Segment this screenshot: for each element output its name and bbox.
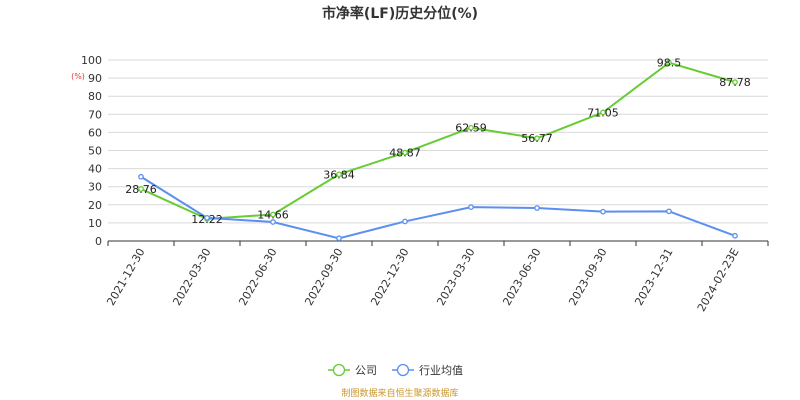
data-point xyxy=(666,59,672,66)
x-tick-label: 2022-06-30 xyxy=(236,246,279,308)
data-point xyxy=(732,232,738,239)
data-label: 12.22 xyxy=(191,213,223,226)
grid-lines xyxy=(108,59,768,224)
x-tick-label: 2022-09-30 xyxy=(302,246,345,308)
y-tick-label: 100 xyxy=(81,54,102,67)
legend-item-industry[interactable]: 行业均值 xyxy=(392,363,463,377)
y-tick-label: 50 xyxy=(88,145,102,158)
x-tick-label: 2024-02-23E xyxy=(695,246,742,314)
axes: 0 10 20 30 40 50 60 70 80 90 100 2021-12-30 2022-03-… xyxy=(81,54,769,314)
data-label: 87.78 xyxy=(719,76,751,89)
data-label: 62.59 xyxy=(455,122,487,135)
x-tick-label: 2023-06-30 xyxy=(500,246,543,308)
chart-title: 市净率(LF)历史分位(%) xyxy=(322,5,478,22)
data-point xyxy=(600,208,606,215)
data-point xyxy=(732,79,738,85)
data-point xyxy=(270,211,276,218)
data-label: 98.5 xyxy=(657,57,682,70)
y-tick-label: 80 xyxy=(88,90,102,103)
legend-marker xyxy=(396,363,410,377)
x-tick-label: 2023-03-30 xyxy=(434,246,477,308)
series-line-company xyxy=(140,61,736,220)
data-point xyxy=(138,173,144,180)
data-point xyxy=(138,186,144,192)
x-tick-label: 2023-09-30 xyxy=(566,246,609,308)
data-label: 71.05 xyxy=(587,106,619,119)
x-tick-label: 2022-12-30 xyxy=(368,246,411,308)
data-point xyxy=(336,235,342,242)
x-tick-label: 2021-12-30 xyxy=(104,246,147,308)
data-point xyxy=(402,218,408,225)
data-source-note: 制图数据来自恒生聚源数据库 xyxy=(341,387,458,399)
y-tick-label: 20 xyxy=(88,199,102,212)
y-tick-label: 90 xyxy=(88,72,102,85)
y-tick-label: 70 xyxy=(88,108,102,121)
data-point xyxy=(468,204,474,211)
data-point xyxy=(534,205,540,211)
data-point xyxy=(600,109,606,116)
data-point xyxy=(402,149,408,156)
legend-label: 行业均值 xyxy=(419,364,463,377)
data-label: 36.84 xyxy=(323,168,355,181)
data-point xyxy=(204,214,210,221)
legend-item-company[interactable]: 公司 xyxy=(328,363,377,377)
data-point xyxy=(468,124,474,131)
x-tick-label: 2023-12-31 xyxy=(632,246,675,308)
data-point xyxy=(534,135,540,142)
y-tick-label: 0 xyxy=(95,235,102,248)
data-label: 14.66 xyxy=(257,208,289,221)
data-label: 56.77 xyxy=(521,132,553,145)
legend[interactable]: 公司 行业均值 xyxy=(328,363,463,377)
y-tick-label: 60 xyxy=(88,126,102,139)
data-labels: 28.76 12.22 14.66 36.84 48.87 62.59 56.77 71.05… xyxy=(125,57,751,226)
data-label: 28.76 xyxy=(125,183,157,196)
x-tick-label: 2022-03-30 xyxy=(170,246,213,308)
legend-marker xyxy=(332,363,346,377)
series-lines xyxy=(138,59,738,242)
data-label: 48.87 xyxy=(389,147,421,160)
y-tick-label: 30 xyxy=(88,181,102,194)
legend-label: 公司 xyxy=(355,364,377,377)
y-tick-label: 40 xyxy=(88,163,102,176)
y-tick-label: 10 xyxy=(88,217,102,230)
data-point xyxy=(336,171,342,178)
y-axis-unit-label: (%) xyxy=(71,72,85,81)
data-point xyxy=(666,208,672,215)
data-point xyxy=(270,219,276,225)
series-line-industry xyxy=(140,175,736,240)
